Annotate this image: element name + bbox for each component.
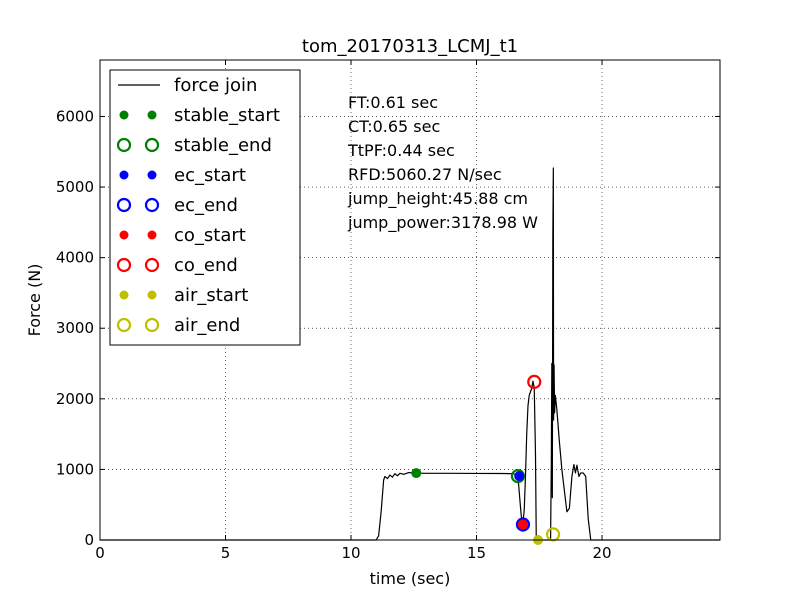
x-tick-label: 5 xyxy=(221,544,231,562)
legend-label: ec_start xyxy=(174,165,246,186)
legend-marker-swatch xyxy=(116,257,132,273)
stats-annotation: RFD:5060.27 N/sec xyxy=(348,165,502,184)
legend-label: air_end xyxy=(174,315,240,336)
legend-marker-swatch xyxy=(119,110,129,120)
chart-title: tom_20170313_LCMJ_t1 xyxy=(302,36,518,57)
legend-label: ec_end xyxy=(174,195,238,216)
legend-label: stable_end xyxy=(174,135,272,156)
y-tick-label: 0 xyxy=(84,531,94,549)
legend-marker-swatch xyxy=(144,317,160,333)
stats-annotation: CT:0.65 sec xyxy=(348,117,440,136)
stats-annotations: FT:0.61 sec CT:0.65 sec TtPF:0.44 sec RFD:5… xyxy=(347,93,538,233)
legend-marker-swatch xyxy=(116,317,132,333)
x-tick-label: 15 xyxy=(467,544,486,562)
legend-label: air_start xyxy=(174,285,248,306)
legend-box xyxy=(109,69,301,346)
legend-marker-swatch xyxy=(144,197,160,213)
marker-ec-end xyxy=(515,517,531,532)
stats-annotation: jump_power:3178.98 W xyxy=(347,213,538,233)
y-tick-label: 5000 xyxy=(56,178,94,196)
legend-marker-swatch xyxy=(147,230,157,240)
legend-label: stable_start xyxy=(174,105,280,126)
stats-annotation: FT:0.61 sec xyxy=(348,93,438,112)
x-tick-label: 20 xyxy=(592,544,611,562)
y-tick-label: 4000 xyxy=(56,249,94,267)
plot-frame xyxy=(99,59,721,541)
axis-ticks: 0 5 10 15 20 0 1000 2000 3000 4000 5000 6000 xyxy=(56,60,720,562)
x-tick-label: 0 xyxy=(95,544,105,562)
x-tick-label: 10 xyxy=(341,544,360,562)
legend-marker-swatch xyxy=(144,257,160,273)
legend-marker-swatch xyxy=(144,137,160,153)
legend-marker-swatch xyxy=(147,290,157,300)
series-layer xyxy=(100,167,720,545)
y-tick-label: 2000 xyxy=(56,390,94,408)
legend-label: co_start xyxy=(174,225,246,246)
legend-marker-swatch xyxy=(147,170,157,180)
marker-co-end xyxy=(527,374,542,389)
legend-marker-swatch xyxy=(119,170,129,180)
marker-co-start xyxy=(517,519,528,530)
y-axis-label: Force (N) xyxy=(25,264,44,337)
legend-label: co_end xyxy=(174,255,238,276)
legend-marker-swatch xyxy=(147,110,157,120)
x-axis-label: time (sec) xyxy=(370,569,451,588)
y-tick-label: 1000 xyxy=(56,460,94,478)
legend-marker-swatch xyxy=(116,197,132,213)
y-tick-label: 3000 xyxy=(56,319,94,337)
y-tick-label: 6000 xyxy=(56,107,94,125)
legend: force join stable_start stable_end ec_start… xyxy=(109,69,301,346)
legend-label: force join xyxy=(174,75,257,96)
marker-stable-start xyxy=(411,468,422,479)
legend-marker-swatch xyxy=(116,137,132,153)
stats-annotation: jump_height:45.88 cm xyxy=(347,189,528,209)
legend-marker-swatch xyxy=(119,290,129,300)
stats-annotation: TtPF:0.44 sec xyxy=(347,141,455,160)
legend-marker-swatch xyxy=(119,230,129,240)
marker-ec-start xyxy=(514,471,525,482)
